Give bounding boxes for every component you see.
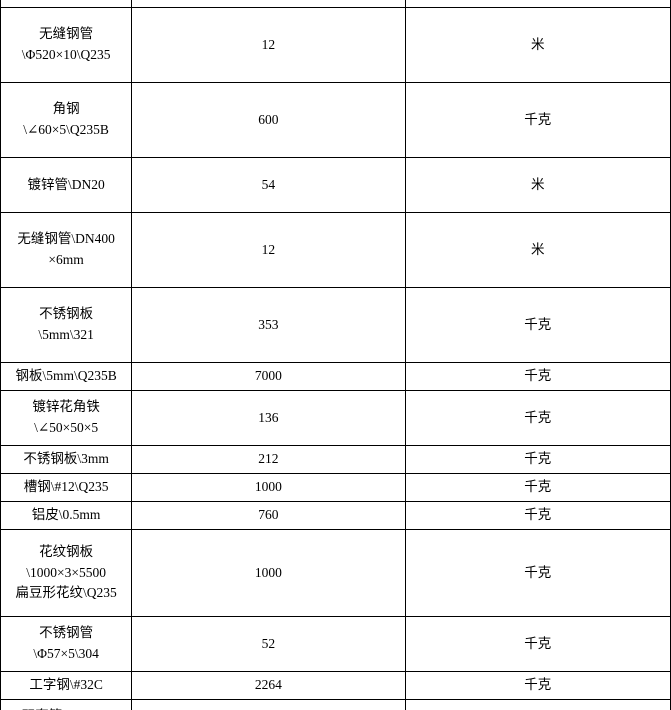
table-row: 工字钢\#32C 2264 千克	[0, 671, 671, 700]
table-row: 钢板\5mm\Q235B 7000 千克	[0, 362, 671, 391]
cell-item-name: 镀锌管\DN20	[0, 157, 133, 213]
cell-quantity: 12	[131, 212, 406, 288]
item-spec-line: \5mm\321	[38, 327, 94, 342]
table-body: 无缝钢管 \Φ520×10\Q235 12 米角钢 \∠60×5\Q235B 600 千克镀…	[0, 7, 671, 710]
cell-quantity: 52	[131, 616, 406, 672]
cell-quantity: 7000	[131, 362, 406, 391]
item-name-line: 不锈钢板	[39, 306, 94, 322]
item-name-line: 镀锌花角铁	[32, 399, 100, 415]
cell-item-name: 镀锌花角铁 \∠50×50×5	[0, 390, 133, 446]
table-row: 镀锌花角铁 \∠50×50×5 136 千克	[0, 390, 671, 446]
header-row: 采购内容 需求数量 单位	[0, 0, 671, 8]
cell-quantity: 12	[131, 7, 406, 83]
cell-quantity: 3	[131, 699, 406, 710]
cell-unit: 千克	[404, 287, 671, 363]
cell-unit: 千克	[404, 473, 671, 502]
cell-item-name: 铝皮\0.5mm	[0, 501, 133, 530]
item-spec-line: \∠50×50×5	[34, 420, 99, 435]
cell-quantity: 136	[131, 390, 406, 446]
item-name-line: 铝皮\0.5mm	[31, 507, 101, 523]
cell-unit: 千克	[404, 616, 671, 672]
cell-quantity: 2264	[131, 671, 406, 700]
cell-unit: 千克	[404, 390, 671, 446]
item-name-line: 工字钢\#32C	[29, 677, 103, 693]
item-spec-line: \Φ520×10\Q235	[21, 47, 111, 62]
item-name-line: 无缝钢管	[39, 26, 94, 42]
item-spec-line: \∠60×5\Q235B	[23, 122, 109, 137]
cell-unit: 千克	[404, 671, 671, 700]
table-row: 花纹钢板 \1000×3×5500 扁豆形花纹\Q235 1000 千克	[0, 529, 671, 617]
cell-quantity: 54	[131, 157, 406, 213]
item-spec-line: \1000×3×5500	[26, 564, 106, 580]
cell-unit: 千克	[404, 445, 671, 474]
cell-unit: 千克	[404, 529, 671, 617]
cell-item-name: 不锈钢板 \5mm\321	[0, 287, 133, 363]
cell-unit: 千克	[404, 362, 671, 391]
item-spec-line: ×6mm	[48, 252, 84, 267]
item-spec-line: 扁豆形花纹\Q235	[15, 585, 117, 601]
item-name-line: 无缝钢管\DN400	[17, 231, 115, 247]
cell-item-name: 钢板\5mm\Q235B	[0, 362, 133, 391]
cell-item-name: 角钢 \∠60×5\Q235B	[0, 82, 133, 158]
table-row: 无缝钢管\DN400 ×6mm 12 米	[0, 212, 671, 288]
cell-item-name: 花纹钢板 \1000×3×5500 扁豆形花纹\Q235	[0, 529, 133, 617]
table-row: 角钢 \∠60×5\Q235B 600 千克	[0, 82, 671, 158]
cell-quantity: 600	[131, 82, 406, 158]
cell-unit: 米	[404, 7, 671, 83]
table-row: 铝皮\0.5mm 760 千克	[0, 501, 671, 530]
cell-item-name: 工字钢\#32C	[0, 671, 133, 700]
table-row: 不锈钢管 \Φ57×5\304 52 千克	[0, 616, 671, 672]
item-name-line: 镀锌管\DN20	[27, 176, 105, 192]
cell-unit: 根	[404, 699, 671, 710]
item-name-line: 花纹钢板	[39, 543, 94, 559]
cell-quantity: 1000	[131, 473, 406, 502]
cell-unit: 千克	[404, 501, 671, 530]
item-name-line: 钢板\5mm\Q235B	[15, 368, 117, 384]
cell-item-name: 不锈钢管 \Φ57×5\304	[0, 616, 133, 672]
table-row: 不锈钢板\3mm 212 千克	[0, 445, 671, 474]
cell-unit: 千克	[404, 82, 671, 158]
cell-item-name: 无缝钢管 \Φ520×10\Q235	[0, 7, 133, 83]
cell-item-name: 双套管\Φ159×86m/根	[0, 699, 133, 710]
cell-item-name: 槽钢\#12\Q235	[0, 473, 133, 502]
item-spec-line: \Φ57×5\304	[33, 646, 99, 661]
table-row: 槽钢\#12\Q235 1000 千克	[0, 473, 671, 502]
cell-quantity: 353	[131, 287, 406, 363]
item-name-line: 不锈钢管	[39, 625, 94, 641]
item-name-line: 不锈钢板\3mm	[23, 451, 109, 467]
item-name-line: 角钢	[52, 101, 80, 117]
table-header: 采购内容 需求数量 单位	[0, 0, 671, 8]
cell-item-name: 不锈钢板\3mm	[0, 445, 133, 474]
table-row: 镀锌管\DN20 54 米	[0, 157, 671, 213]
cell-unit: 米	[404, 212, 671, 288]
cell-unit: 米	[404, 157, 671, 213]
table-row: 双套管\Φ159×86m/根3根	[0, 699, 671, 710]
column-header-quantity: 需求数量	[131, 0, 406, 8]
cell-quantity: 1000	[131, 529, 406, 617]
item-name-line: 双套管\Φ159×8	[1, 706, 131, 710]
table-row: 无缝钢管 \Φ520×10\Q235 12 米	[0, 7, 671, 83]
cell-quantity: 760	[131, 501, 406, 530]
column-header-unit: 单位	[404, 0, 671, 8]
column-header-name: 采购内容	[0, 0, 133, 8]
item-name-line: 槽钢\#12\Q235	[23, 479, 109, 495]
cell-quantity: 212	[131, 445, 406, 474]
table-row: 不锈钢板 \5mm\321 353 千克	[0, 287, 671, 363]
cell-item-name: 无缝钢管\DN400 ×6mm	[0, 212, 133, 288]
